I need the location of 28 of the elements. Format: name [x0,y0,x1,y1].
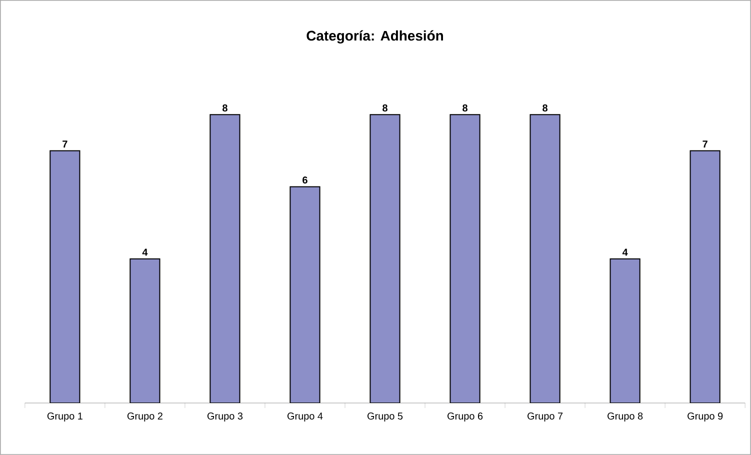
data-label: 4 [622,248,628,256]
x-tick-label: Grupo 7 [528,412,563,422]
x-tick-label: Grupo 2 [127,412,162,422]
data-label: 7 [702,140,708,148]
x-tick-label: Grupo 6 [448,412,483,422]
x-tick-label: Grupo 3 [207,412,243,422]
data-label: 8 [462,104,468,112]
bar [450,114,480,404]
bar [610,258,640,404]
bar [50,150,80,404]
data-label: 4 [142,248,148,256]
data-label: 8 [382,104,388,112]
x-tick-label: Grupo 5 [368,412,403,422]
data-label: 8 [542,104,548,112]
bar [210,114,240,404]
bar [370,114,400,404]
x-tick-label: Grupo 8 [608,412,643,422]
bar [690,150,720,404]
data-label: 6 [302,176,308,184]
data-label: 8 [222,104,228,112]
x-tick-label: Grupo 9 [688,412,723,422]
x-tick-label: Grupo 4 [287,412,323,422]
bar [530,114,560,404]
chart-title: Categoría: Adhesión [306,30,443,44]
x-tick-label: Grupo 1 [47,412,82,422]
bar [290,186,320,404]
bar [130,258,160,404]
data-label: 7 [62,140,68,148]
